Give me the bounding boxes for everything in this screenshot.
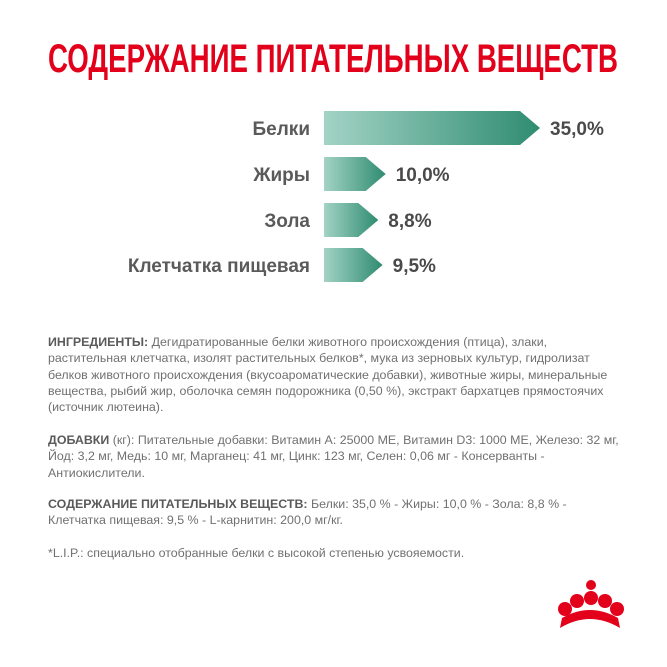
- category-label: Белки: [253, 119, 310, 140]
- label: ДОБАВКИ: [48, 433, 110, 447]
- bar: [324, 111, 540, 145]
- text: Дегидратированные белки животного происх…: [48, 335, 608, 415]
- category-label: Клетчатка пищевая: [128, 256, 310, 277]
- ingredients: ИНГРЕДИЕНТЫ: Дегидратированные белки жив…: [48, 334, 628, 415]
- value-label: 35,0%: [550, 119, 604, 140]
- value-label: 10,0%: [396, 165, 450, 186]
- bar: [324, 157, 386, 191]
- text: Питательные добавки: Витамин A: 25000 МЕ…: [48, 433, 619, 480]
- footnote: *L.I.P.: специально отобранные белки с в…: [48, 546, 465, 560]
- nutrients: СОДЕРЖАНИЕ ПИТАТЕЛЬНЫХ ВЕЩЕСТВ: Белки: 3…: [48, 496, 628, 529]
- chart-title: СОДЕРЖАНИЕ ПИТАТЕЛЬНЫХ ВЕЩЕСТВ: [48, 37, 618, 81]
- unit: (кг):: [112, 433, 135, 447]
- label: ИНГРЕДИЕНТЫ:: [48, 335, 149, 349]
- bar: [324, 203, 379, 237]
- label: СОДЕРЖАНИЕ ПИТАТЕЛЬНЫХ ВЕЩЕСТВ:: [48, 497, 308, 511]
- value-label: 9,5%: [393, 256, 436, 277]
- value-label: 8,8%: [388, 211, 431, 232]
- category-label: Жиры: [252, 165, 310, 186]
- additives: ДОБАВКИ (кг): Питательные добавки: Витам…: [48, 432, 628, 481]
- bar: [324, 248, 383, 282]
- logo: [558, 580, 624, 628]
- text: Белки: 35,0 % - Жиры: 10,0 % - Зола: 8,8…: [48, 497, 567, 528]
- category-label: Зола: [264, 211, 310, 232]
